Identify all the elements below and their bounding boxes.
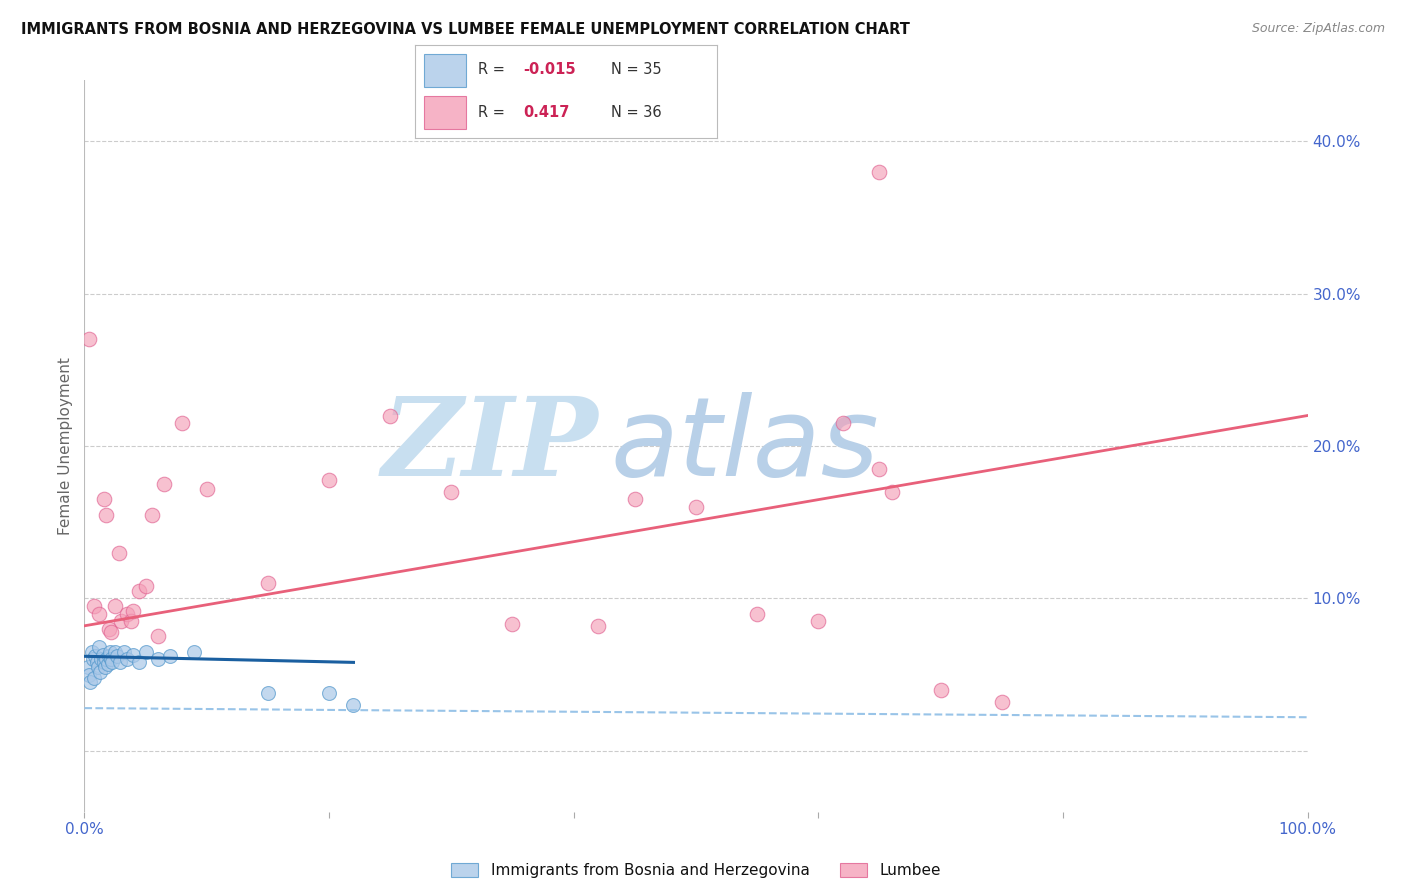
FancyBboxPatch shape [423, 96, 467, 129]
Point [342, 698, 364, 712]
Point [100, 652, 122, 666]
Point [91, 648, 114, 662]
Text: R =: R = [478, 104, 515, 120]
Point [79, 675, 101, 690]
Point [112, 645, 135, 659]
Point [135, 645, 157, 659]
Point [93, 492, 115, 507]
Point [82, 652, 104, 666]
Point [380, 409, 402, 423]
Y-axis label: Female Unemployment: Female Unemployment [58, 357, 73, 535]
Point [318, 686, 340, 700]
Point [991, 695, 1014, 709]
Point [86, 656, 108, 670]
Point [97, 649, 120, 664]
Point [96, 508, 118, 522]
Point [77, 660, 100, 674]
Point [128, 656, 150, 670]
Point [747, 607, 769, 621]
Text: N = 35: N = 35 [612, 62, 662, 78]
Point [83, 671, 105, 685]
Point [153, 477, 176, 491]
Point [685, 500, 707, 514]
Point [880, 484, 903, 499]
Point [108, 656, 131, 670]
Point [77, 667, 100, 681]
Text: R =: R = [478, 62, 510, 78]
Point [624, 492, 647, 507]
Text: Source: ZipAtlas.com: Source: ZipAtlas.com [1251, 22, 1385, 36]
FancyBboxPatch shape [423, 54, 467, 87]
Point [101, 656, 124, 670]
Text: 0.417: 0.417 [523, 104, 569, 120]
Point [110, 614, 132, 628]
Point [84, 649, 107, 664]
Point [586, 619, 609, 633]
Text: IMMIGRANTS FROM BOSNIA AND HERZEGOVINA VS LUMBEE FEMALE UNEMPLOYMENT CORRELATION: IMMIGRANTS FROM BOSNIA AND HERZEGOVINA V… [21, 22, 910, 37]
Point [107, 546, 129, 560]
Point [141, 508, 163, 522]
Point [77, 332, 100, 346]
Point [257, 686, 280, 700]
Point [100, 624, 122, 639]
Point [172, 416, 194, 430]
Point [115, 607, 138, 621]
Point [146, 630, 169, 644]
Point [869, 462, 891, 476]
Point [183, 645, 205, 659]
Text: N = 36: N = 36 [612, 104, 662, 120]
Point [195, 482, 218, 496]
Point [869, 164, 891, 178]
Point [104, 599, 127, 613]
Point [87, 640, 110, 655]
Point [831, 416, 853, 430]
Point [807, 614, 830, 628]
Point [104, 645, 127, 659]
Point [115, 652, 138, 666]
Point [159, 649, 181, 664]
Point [318, 473, 340, 487]
Point [89, 665, 111, 679]
Point [96, 652, 118, 666]
Point [120, 614, 142, 628]
Point [87, 607, 110, 621]
Point [97, 622, 120, 636]
Point [94, 660, 117, 674]
Point [440, 484, 463, 499]
Point [257, 576, 280, 591]
Point [83, 599, 105, 613]
Point [122, 648, 145, 662]
Text: -0.015: -0.015 [523, 62, 576, 78]
Point [146, 652, 169, 666]
Point [93, 656, 115, 670]
Point [502, 617, 524, 632]
Point [122, 603, 145, 617]
Point [90, 652, 112, 666]
Point [929, 682, 952, 697]
Point [97, 657, 120, 671]
Point [135, 579, 157, 593]
Point [105, 649, 128, 664]
Point [80, 645, 103, 659]
Point [87, 660, 110, 674]
Point [128, 583, 150, 598]
Text: ZIP: ZIP [381, 392, 598, 500]
Legend: Immigrants from Bosnia and Herzegovina, Lumbee: Immigrants from Bosnia and Herzegovina, … [444, 857, 948, 885]
Point [98, 645, 121, 659]
Text: atlas: atlas [610, 392, 879, 500]
